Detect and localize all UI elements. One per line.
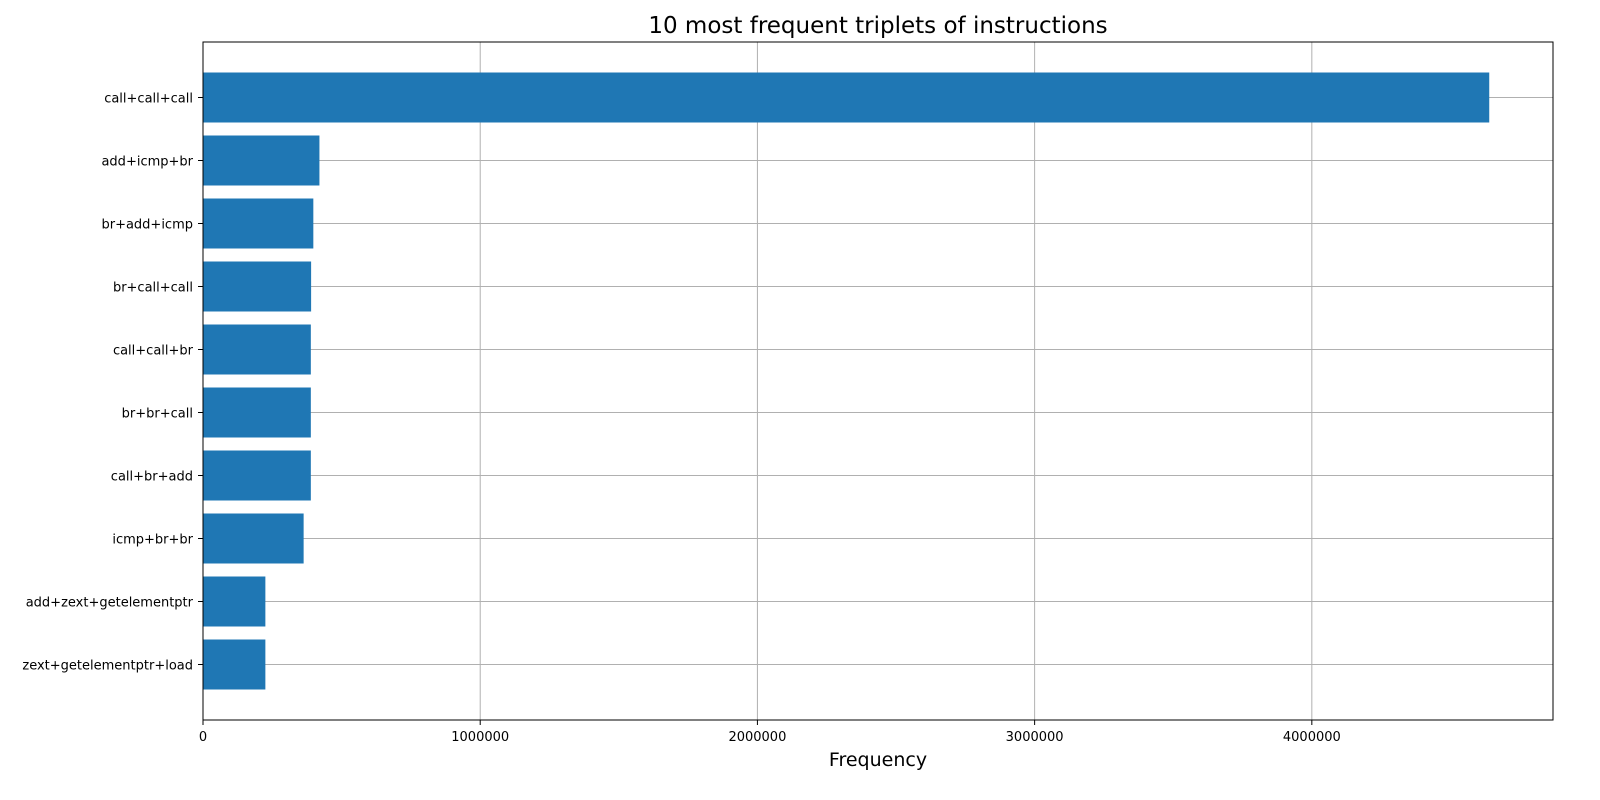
x-tick-label: 2000000 xyxy=(728,730,786,745)
x-axis-title: Frequency xyxy=(829,749,927,771)
y-tick-label: call+call+call xyxy=(104,92,193,107)
y-tick-label: call+br+add xyxy=(111,470,193,485)
bar-br-br-call xyxy=(203,387,311,438)
y-tick-label: add+zext+getelementptr xyxy=(26,596,194,611)
y-tick-label: br+call+call xyxy=(113,281,193,296)
x-tick-label: 1000000 xyxy=(451,730,509,745)
bar-call-call-br xyxy=(203,324,311,375)
chart-title: 10 most frequent triplets of instruction… xyxy=(648,13,1107,39)
y-tick-label: add+icmp+br xyxy=(101,155,193,170)
x-axis-ticks: 0 1000000 2000000 3000000 4000000 xyxy=(199,720,1341,745)
grid-layer xyxy=(203,42,1553,720)
y-tick-label: br+add+icmp xyxy=(101,218,193,233)
y-tick-label: call+call+br xyxy=(113,344,194,359)
x-tick-label: 4000000 xyxy=(1283,730,1341,745)
x-tick-label: 3000000 xyxy=(1006,730,1064,745)
y-tick-label: br+br+call xyxy=(122,407,193,422)
bar-br-call-call xyxy=(203,261,312,312)
bar-call-call-call xyxy=(203,72,1490,123)
x-tick-label: 0 xyxy=(199,730,207,745)
bar-br-add-icmp xyxy=(203,198,314,249)
bar-add-icmp-br xyxy=(203,135,320,186)
y-tick-label: icmp+br+br xyxy=(112,533,193,548)
y-axis-ticks: call+call+call add+icmp+br br+add+icmp br+c… xyxy=(22,92,203,674)
bar-zext-getelementptr-load xyxy=(203,639,266,690)
bar-layer xyxy=(203,72,1490,690)
y-tick-label: zext+getelementptr+load xyxy=(22,659,193,674)
bar-add-zext-getelementptr xyxy=(203,576,266,627)
plot-frame xyxy=(202,41,1554,721)
bar-call-br-add xyxy=(203,450,311,501)
bar-icmp-br-br xyxy=(203,513,304,564)
